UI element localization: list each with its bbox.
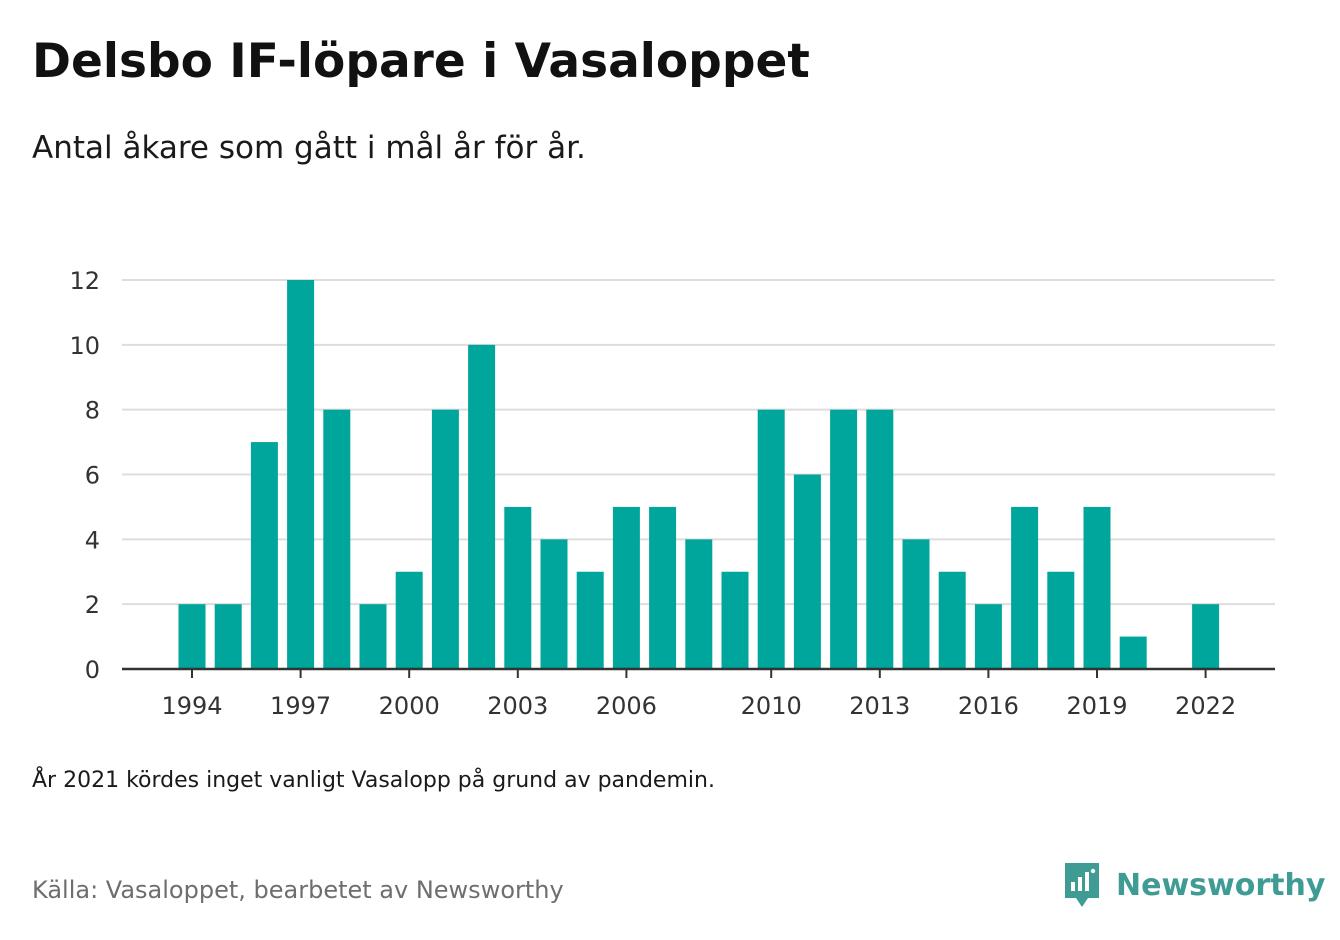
bar-2011 (793, 474, 821, 669)
y-tick-label: 10 (69, 332, 100, 360)
x-tick-label: 2019 (1066, 692, 1127, 720)
chart-note: År 2021 kördes inget vanligt Vasalopp på… (32, 768, 715, 793)
bar-1994 (178, 604, 206, 669)
bar-2015 (938, 571, 966, 669)
y-tick-label: 6 (85, 462, 100, 490)
x-tick-label: 2003 (487, 692, 548, 720)
x-tick-label: 2016 (958, 692, 1019, 720)
x-tick-label: 2000 (379, 692, 440, 720)
source-credit: Källa: Vasaloppet, bearbetet av Newswort… (32, 876, 564, 904)
x-tick-label: 1997 (270, 692, 331, 720)
bar-2017 (1011, 506, 1039, 669)
bar-2022 (1192, 604, 1220, 669)
bar-2001 (431, 409, 459, 669)
x-tick-label: 2022 (1175, 692, 1236, 720)
bar-2008 (685, 539, 713, 669)
y-tick-label: 4 (85, 526, 100, 554)
bar-2013 (866, 409, 894, 669)
y-tick-label: 12 (69, 267, 100, 295)
newsworthy-logo-icon (1065, 863, 1099, 907)
bar-2010 (757, 409, 785, 669)
bar-1997 (287, 280, 315, 669)
bar-2000 (395, 571, 423, 669)
bar-2005 (576, 571, 604, 669)
bar-2004 (540, 539, 568, 669)
axes: 0 2 4 6 8 10 12 1994 1997 2000 2003 2006 2010 2013 201… (69, 267, 1275, 720)
y-tick-label: 8 (85, 397, 100, 425)
brand-name: Newsworthy (1116, 867, 1326, 903)
bar-2018 (1047, 571, 1075, 669)
bar-2002 (468, 344, 496, 669)
bar-2003 (504, 506, 532, 669)
x-tick-label: 2006 (596, 692, 657, 720)
bar-2014 (902, 539, 930, 669)
bars (178, 280, 1220, 669)
bar-2019 (1083, 506, 1111, 669)
x-tick-label: 1994 (161, 692, 222, 720)
bar-1999 (359, 604, 387, 669)
x-tick-label: 2013 (849, 692, 910, 720)
bar-2009 (721, 571, 749, 669)
bar-2016 (974, 604, 1002, 669)
bar-2012 (830, 409, 858, 669)
bar-2007 (649, 506, 677, 669)
x-tick-label: 2010 (741, 692, 802, 720)
bar-1998 (323, 409, 351, 669)
bar-2006 (612, 506, 640, 669)
chart-subtitle: Antal åkare som gått i mål år för år. (32, 130, 586, 166)
y-tick-label: 2 (85, 591, 100, 619)
bar-2020 (1119, 636, 1147, 669)
bar-1995 (214, 604, 242, 669)
chart-title: Delsbo IF-löpare i Vasaloppet (32, 34, 810, 89)
y-tick-label: 0 (85, 656, 100, 684)
newsworthy-brand[interactable]: Newsworthy (1062, 860, 1325, 910)
bar-chart: 0 2 4 6 8 10 12 1994 1997 2000 2003 2006 2010 2013 201… (69, 267, 1275, 720)
bar-1996 (250, 442, 278, 669)
